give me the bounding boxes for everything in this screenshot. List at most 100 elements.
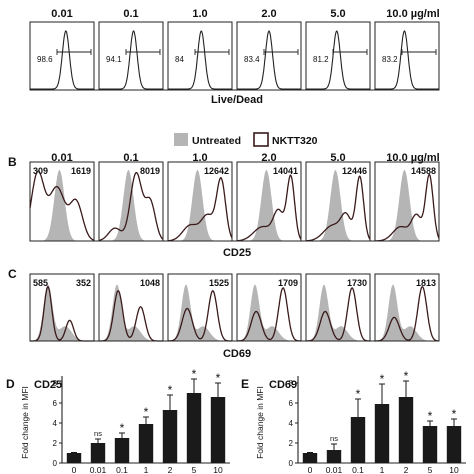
bar	[398, 397, 414, 463]
x-tick-label: 0.1	[352, 465, 364, 474]
untreated-histogram-fill	[99, 170, 163, 241]
bar-chart-title: CD25	[34, 379, 62, 391]
y-tick-label: 2	[53, 439, 58, 448]
x-tick-label: 10	[213, 465, 223, 474]
significance-marker: *	[216, 371, 221, 385]
mfi-value-label: 1730	[347, 278, 367, 288]
nktt320-histogram-line	[375, 286, 439, 342]
x-axis-label: CD69	[223, 348, 251, 360]
mfi-value-label: 1813	[416, 278, 436, 288]
nktt320-histogram-line	[29, 170, 95, 241]
overlay-histogram-panel: 1813	[374, 273, 440, 342]
live-dead-histogram-line	[99, 30, 163, 90]
nktt320-histogram-line	[306, 287, 370, 342]
overlay-histogram-panel: 14041	[236, 161, 302, 242]
concentration-label: 0.01	[51, 152, 72, 164]
mfi-value-label: 1709	[278, 278, 298, 288]
y-tick-label: 4	[289, 419, 294, 428]
nktt320-histogram-line	[237, 287, 301, 342]
overlay-histogram-panel: 12446	[305, 161, 371, 242]
x-tick-label: 0.1	[116, 465, 128, 474]
overlay-histogram-panel: 14588	[374, 161, 440, 242]
x-tick-label: 10	[449, 465, 459, 474]
y-tick-label: 0	[53, 459, 58, 468]
x-tick-label: 1	[380, 465, 385, 474]
x-axis-label: CD25	[223, 247, 251, 259]
x-tick-label: 0	[72, 465, 77, 474]
concentration-label: 0.1	[123, 152, 138, 164]
nktt320-histogram-line	[236, 174, 302, 242]
bar	[446, 426, 462, 463]
live-dead-histogram-line	[30, 30, 94, 90]
untreated-histogram-fill	[375, 170, 439, 241]
bar	[138, 424, 154, 463]
untreated-histogram-fill	[237, 170, 301, 241]
y-tick-label: 8	[289, 379, 294, 388]
live-dead-histogram-line	[237, 30, 301, 90]
overlay-histogram-panel: 309 1619	[29, 161, 95, 242]
bar	[66, 453, 82, 463]
y-tick-label: 6	[289, 399, 294, 408]
concentration-label-a: 1.0	[192, 8, 207, 20]
untreated-histogram-fill	[30, 284, 94, 341]
bar	[114, 438, 130, 463]
gate-value-label: 98.6	[37, 55, 53, 64]
live-dead-histogram-line	[375, 30, 439, 90]
y-tick-label: 2	[289, 439, 294, 448]
x-tick-label: 5	[192, 465, 197, 474]
y-axis-label: Fold change in MFI	[255, 386, 265, 459]
significance-marker: *	[192, 367, 197, 381]
bar-chart-title: CD69	[269, 379, 297, 391]
bar	[374, 404, 390, 463]
significance-marker: *	[168, 383, 173, 397]
significance-marker: ns	[94, 429, 102, 438]
significance-marker: *	[404, 369, 409, 383]
mfi-value-label: 14041	[273, 166, 298, 176]
mfi-value-label: 1048	[140, 278, 160, 288]
bar	[422, 426, 438, 463]
concentration-label: 5.0	[330, 152, 345, 164]
untreated-mfi-label: 1619	[71, 166, 91, 176]
x-tick-label: 0	[308, 465, 313, 474]
panel-letter: E	[241, 377, 249, 391]
bar	[326, 450, 342, 463]
x-tick-label: 2	[168, 465, 173, 474]
untreated-histogram-fill	[168, 170, 232, 241]
nktt320-histogram-line	[99, 290, 163, 342]
legend-label-nktt320: NKTT320	[272, 135, 318, 147]
nktt320-histogram-line	[306, 175, 371, 242]
bar	[90, 443, 106, 463]
overlay-histogram-panel: 1709	[236, 273, 302, 342]
bar	[186, 393, 202, 463]
mfi-value-label: 12446	[342, 166, 367, 176]
bar	[302, 453, 318, 463]
overlay-histogram-panel: 1730	[305, 273, 371, 342]
concentration-label-a: 10.0 µg/ml	[386, 8, 439, 20]
untreated-histogram-fill	[375, 284, 439, 341]
untreated-histogram-fill	[30, 170, 94, 241]
panel-letter: D	[6, 377, 15, 391]
concentration-label: 10.0 µg/ml	[386, 152, 439, 164]
y-tick-label: 6	[53, 399, 58, 408]
significance-marker: *	[428, 409, 433, 423]
mfi-value-label: 14588	[411, 166, 436, 176]
gate-value-label: 83.2	[382, 55, 398, 64]
concentration-label-a: 0.1	[123, 8, 138, 20]
panel-letter: B	[8, 155, 17, 169]
untreated-histogram-fill	[306, 284, 370, 341]
legend-swatch-nktt320	[253, 132, 269, 147]
bar	[162, 410, 178, 463]
nktt320-histogram-line	[375, 173, 440, 242]
concentration-label-a: 0.01	[51, 8, 72, 20]
significance-marker: *	[356, 387, 361, 401]
mfi-value-label: 12642	[204, 166, 229, 176]
significance-marker: *	[452, 407, 457, 421]
panel-letter: C	[8, 267, 17, 281]
significance-marker: *	[380, 372, 385, 386]
untreated-histogram-fill	[168, 284, 232, 341]
overlay-histogram-panel: 1048	[98, 273, 164, 342]
untreated-histogram-fill	[306, 170, 370, 241]
x-axis-label-live-dead: Live/Dead	[211, 94, 263, 106]
untreated-mfi-label: 352	[76, 278, 91, 288]
